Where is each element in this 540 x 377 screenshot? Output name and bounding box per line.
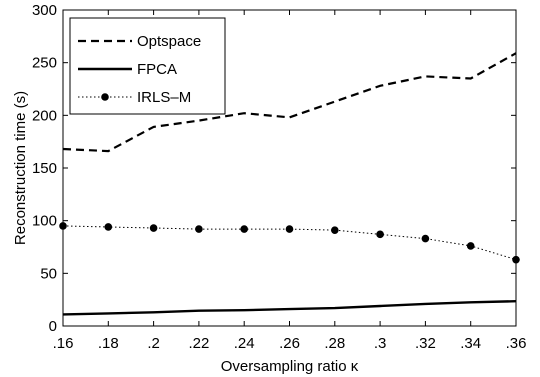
y-tick-label: 300 <box>32 2 57 19</box>
legend-label-irls-m: IRLS–M <box>137 89 191 106</box>
x-tick-label: .24 <box>234 335 255 352</box>
data-point-irls-m <box>285 225 294 233</box>
y-tick-label: 100 <box>32 213 57 230</box>
y-tick-label: 150 <box>32 160 57 177</box>
legend: Optspace FPCA IRLS–M <box>69 17 226 115</box>
data-point-irls-m <box>240 225 248 233</box>
series-line-optspace <box>62 52 517 153</box>
x-tick-label: .18 <box>98 335 119 352</box>
x-tick-label: .34 <box>460 335 481 352</box>
data-point-irls-m <box>331 226 339 234</box>
x-tick-label: .32 <box>415 335 436 352</box>
data-point-irls-m <box>466 242 475 250</box>
y-tick-label: 200 <box>32 107 57 124</box>
legend-marker-irls-m <box>101 93 109 101</box>
data-point-irls-m <box>149 224 158 232</box>
data-point-irls-m <box>376 230 384 239</box>
data-point-irls-m <box>104 223 113 231</box>
legend-label-optspace: Optspace <box>137 33 201 50</box>
x-axis: .16 .18 .2 .22 .24 .26 .28 .3 .32 .34 .36 <box>53 10 527 352</box>
data-point-irls-m <box>59 222 67 230</box>
y-axis: 0 50 100 150 200 250 300 <box>32 2 516 335</box>
x-tick-label: .26 <box>279 335 300 352</box>
series-line-fpca <box>62 300 517 316</box>
y-tick-label: 50 <box>40 265 57 282</box>
x-tick-label: .36 <box>506 335 527 352</box>
x-tick-label: .3 <box>374 335 387 352</box>
y-tick-label: 0 <box>49 318 57 335</box>
x-axis-label: Oversampling ratio κ <box>221 358 359 375</box>
x-tick-label: .16 <box>53 335 74 352</box>
data-point-irls-m <box>512 255 520 264</box>
x-tick-label: .22 <box>188 335 209 352</box>
data-point-irls-m <box>421 234 430 243</box>
y-axis-label: Reconstruction time (s) <box>12 91 29 245</box>
x-tick-label: .2 <box>147 335 160 352</box>
legend-label-fpca: FPCA <box>137 61 177 78</box>
data-point-irls-m <box>195 225 203 233</box>
x-tick-label: .28 <box>324 335 345 352</box>
legend-box <box>69 17 226 115</box>
series-layer <box>59 52 520 316</box>
y-tick-label: 250 <box>32 55 57 72</box>
